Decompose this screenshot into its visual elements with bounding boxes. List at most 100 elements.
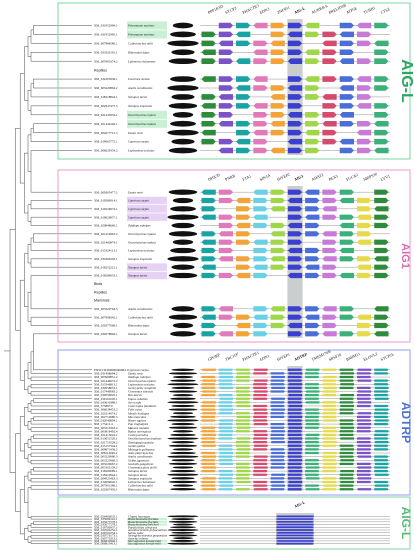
gene-arrow	[356, 22, 372, 29]
gene-arrow	[253, 129, 268, 136]
gene-arrow	[253, 419, 268, 422]
gene-header: EDN1	[259, 353, 270, 362]
species-label: Branchiostoma belcheri	[128, 523, 159, 527]
gene-arrow	[356, 480, 372, 484]
species-row: XM_003226967.2 Gavialis gangeticus	[94, 462, 390, 466]
gene-arrow	[270, 422, 285, 426]
row-highlight	[127, 21, 167, 30]
species-silhouette	[171, 306, 195, 312]
species-row: XM_013051520.1 Ornithorhynchus anatinus	[94, 437, 390, 441]
row-highlight	[127, 271, 167, 280]
gene-arrow	[374, 386, 389, 390]
species-label: Petromyzon marinus	[127, 24, 155, 28]
species-silhouette	[172, 322, 194, 329]
gene-arrow	[374, 272, 389, 279]
species-row: XM_033326191.1 Rhincodon typus	[94, 49, 390, 56]
gene-arrow	[287, 408, 303, 411]
species-row: XM_003226980.3 Anolis carolinensis	[94, 455, 390, 459]
accession-label: XM_019026857.1	[94, 215, 118, 219]
gene-arrow	[322, 31, 337, 38]
gene-arrow	[322, 264, 337, 270]
gene-arrow	[322, 390, 337, 393]
gene-arrow	[270, 408, 285, 411]
gene-arrow	[218, 103, 234, 109]
species-label: Branchiostoma floridae	[128, 520, 159, 524]
gene-arrow	[253, 222, 268, 229]
species-silhouette	[168, 534, 198, 537]
species-silhouette	[172, 412, 194, 415]
species-row: XM_020367456.1 Rhincodon typus	[94, 487, 390, 491]
gene-arrow	[236, 85, 251, 91]
gene-arrow	[322, 40, 337, 47]
species-silhouette	[171, 94, 195, 100]
gene-arrow	[339, 459, 354, 462]
gene-arrow	[374, 256, 389, 262]
gene-arrow	[236, 138, 251, 145]
gene-arrow	[339, 76, 354, 82]
gene-arrow	[322, 419, 337, 422]
accession-label: XM_032059025.1	[94, 393, 118, 397]
species-label: Equus caballus	[127, 397, 148, 401]
gene-arrow	[276, 542, 314, 545]
gene-arrow	[287, 322, 303, 329]
species-row: XM_020848660.1 Takifugu rubripes	[94, 222, 390, 229]
gene-arrow	[339, 120, 354, 127]
species-label: Danio rerio	[127, 131, 143, 135]
species-row: XM_007901386.1 Callorhinchus milii	[94, 484, 390, 488]
species-label: Asterias rubens	[127, 536, 149, 540]
gene-arrow	[305, 197, 320, 204]
species-label: Lonchura striata	[127, 77, 150, 81]
species-row: XM_003225960.3 Gekko japonicus	[94, 458, 390, 462]
gene-arrow	[253, 256, 268, 262]
gene-arrow	[322, 103, 337, 109]
species-silhouette	[167, 85, 199, 91]
gene-arrow	[201, 488, 216, 491]
gene-arrow	[374, 390, 389, 393]
gene-arrow	[201, 306, 216, 312]
species-row: ENSCCRT00000049684.1 Cyprinus carpio	[94, 368, 390, 372]
species-label: Macaca mulatta	[127, 426, 149, 430]
gene-arrow	[287, 112, 303, 118]
species-row: XM_020377068.1 Rhincodon typus	[94, 322, 390, 329]
gene-arrow	[287, 264, 303, 270]
species-label: Sus scrofa	[128, 400, 141, 404]
gene-arrow	[305, 426, 320, 429]
species-silhouette	[167, 515, 199, 518]
gene-arrow	[287, 375, 303, 379]
gene-arrow	[253, 469, 268, 473]
gene-arrow	[356, 58, 372, 64]
species-silhouette	[168, 408, 198, 411]
species-row: XM_009305477.2 Danio rerio	[94, 189, 390, 195]
gene-arrow	[253, 480, 268, 484]
gene-arrow	[201, 415, 216, 418]
species-row: XM_021014074.1 Myotis lucifugus	[94, 411, 390, 415]
species-label: Chrysemys picta bellii	[128, 466, 157, 470]
gene-arrow	[322, 306, 337, 312]
gene-arrow	[374, 129, 389, 136]
gene-arrow	[218, 383, 234, 386]
gene-arrow	[339, 189, 354, 195]
gene-arrow	[270, 437, 285, 440]
gene-arrow	[236, 404, 251, 408]
species-silhouette	[167, 419, 199, 422]
gene-arrow	[305, 390, 320, 393]
gene-arrow	[236, 372, 251, 375]
gene-arrow	[374, 419, 389, 422]
gene-arrow	[236, 256, 251, 262]
species-silhouette	[172, 466, 194, 469]
accession-label: ENSCCRT00000049684.1	[94, 368, 128, 372]
gene-arrow	[287, 462, 303, 465]
species-label: Clupea harengus	[128, 514, 151, 518]
gene-arrow	[201, 394, 216, 397]
gene-arrow	[270, 222, 285, 229]
gene-arrow	[218, 451, 234, 455]
gene-arrow	[253, 433, 268, 437]
gene-arrow	[201, 383, 216, 386]
panel-title: ADTRP	[399, 402, 413, 443]
gene-arrow	[374, 189, 389, 195]
gene-arrow	[305, 31, 320, 38]
species-silhouette	[168, 426, 198, 429]
species-row: XM_019065772.1 Cyprinus carpio	[94, 138, 390, 145]
species-label: Danio rerio	[127, 372, 143, 376]
